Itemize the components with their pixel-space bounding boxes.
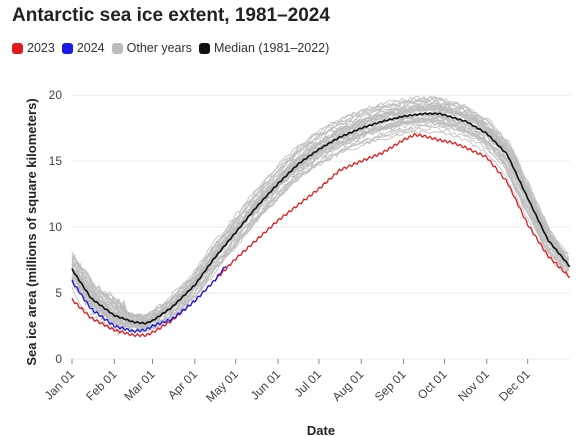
legend-swatch-2023 (12, 42, 23, 54)
legend-label-other-years: Other years (126, 41, 192, 55)
other-year-line (71, 107, 570, 320)
y-axis-title: Sea ice area (millions of square kilomet… (24, 98, 39, 365)
x-tick-label: Nov 01 (455, 367, 492, 404)
x-axis-title: Date (307, 423, 335, 436)
x-tick-label: Dec 01 (496, 367, 533, 404)
series-2023-line (71, 132, 571, 338)
legend-item-2024[interactable]: 2024 (61, 41, 105, 55)
x-tick-label: May 01 (203, 367, 241, 405)
x-axis: Jan 01 Feb 01 Mar 01 Apr 01 May 01 Jun 01 Jul … (42, 359, 533, 405)
x-tick-label: Sep 01 (372, 367, 409, 404)
other-year-line (71, 104, 569, 320)
y-tick-label: 20 (49, 88, 63, 102)
other-year-line (71, 107, 570, 324)
legend-item-median[interactable]: Median (1981–2022) (198, 41, 330, 55)
legend-swatch-2024 (61, 42, 73, 54)
legend-swatch-other-years (111, 42, 123, 54)
series-lines (71, 112, 571, 338)
other-year-line (71, 129, 569, 337)
other-year-line (71, 101, 569, 319)
chart-legend: 2023 2024 Other years Median (1981–2022) (12, 41, 336, 55)
legend-item-2023[interactable]: 2023 (12, 41, 55, 55)
y-tick-label: 10 (49, 220, 63, 234)
x-tick-label: Oct 01 (415, 367, 450, 402)
x-tick-label: Mar 01 (121, 367, 158, 404)
legend-label-median: Median (1981–2022) (213, 41, 330, 55)
x-tick-label: Jan 01 (42, 367, 78, 403)
other-year-line (71, 97, 569, 319)
series-2024-line (71, 265, 227, 334)
y-tick-label: 0 (55, 352, 62, 366)
x-tick-label: Jul 01 (292, 367, 325, 400)
y-tick-label: 5 (55, 286, 62, 300)
legend-label-2023: 2023 (27, 41, 55, 55)
median-line (71, 112, 571, 325)
y-axis: 0 5 10 15 20 (49, 88, 63, 366)
x-tick-label: Apr 01 (165, 367, 200, 402)
x-tick-label: Feb 01 (83, 367, 120, 404)
x-tick-label: Aug 01 (330, 367, 367, 404)
chart-title: Antarctic sea ice extent, 1981–2024 (12, 5, 330, 26)
legend-swatch-median (198, 42, 210, 54)
y-tick-label: 15 (49, 154, 63, 168)
other-years-lines (71, 95, 570, 337)
legend-item-other-years[interactable]: Other years (111, 41, 192, 55)
legend-label-2024: 2024 (76, 41, 105, 55)
x-tick-label: Jun 01 (248, 367, 284, 403)
